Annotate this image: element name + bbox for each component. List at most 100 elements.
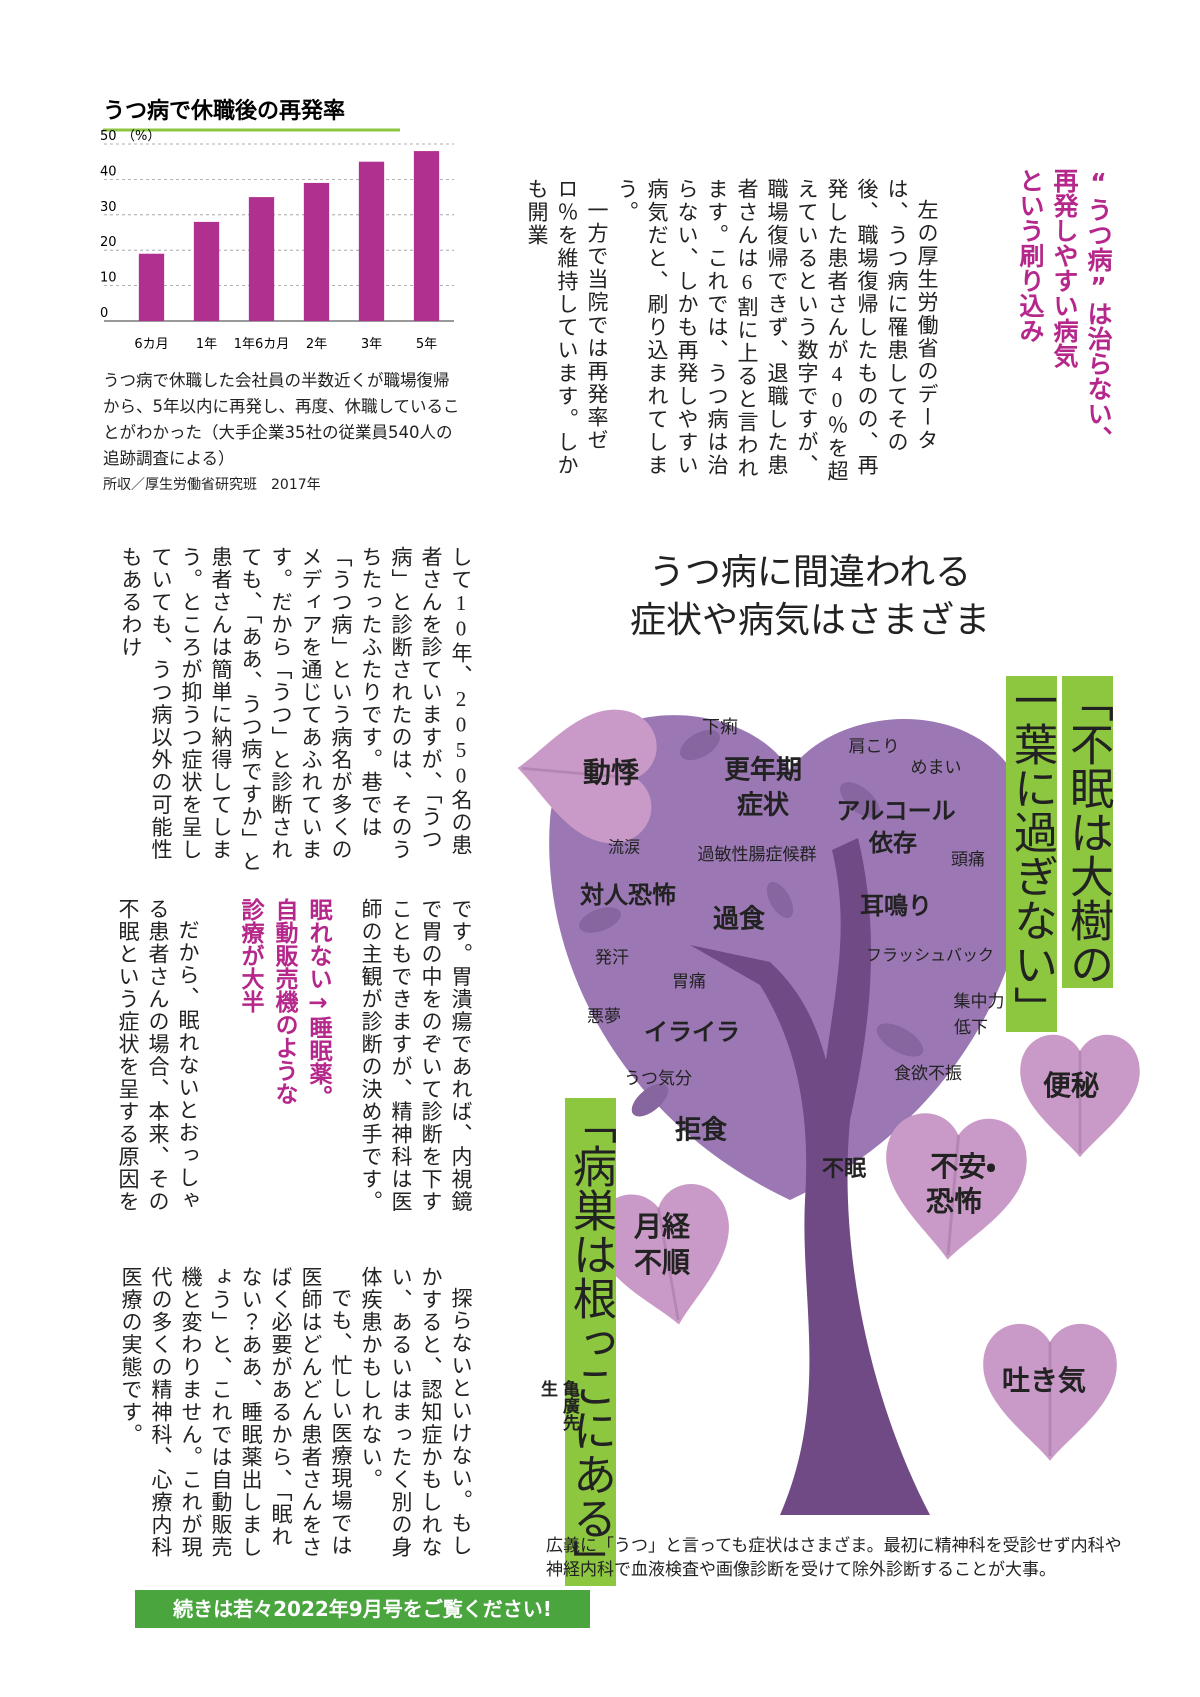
quote-text: 一葉に過ぎない」 bbox=[1006, 676, 1057, 1032]
footer-text: 続きは若々2022年9月号をご覧ください! bbox=[173, 1597, 552, 1621]
leaf-shape bbox=[886, 1113, 1027, 1260]
symptom-label: 不安・ bbox=[930, 1150, 996, 1183]
y-tick-label: 30 bbox=[100, 200, 117, 215]
leaf bbox=[983, 1323, 1117, 1461]
body-text: 探らないといけない。もしかすると、認知症かもしれない、あるいはまったく別の身体疾… bbox=[116, 1266, 476, 1560]
x-tick-label: 5年 bbox=[416, 337, 437, 352]
leaf-vein bbox=[656, 1207, 680, 1321]
quote-banner: 「不眠は大樹の 一葉に過ぎない」 bbox=[1003, 676, 1115, 1032]
y-tick-label: 10 bbox=[100, 271, 117, 286]
subheading: 眠れない→睡眠薬。 自動販売機のような 診療が大半 bbox=[233, 898, 335, 1108]
symptom-label: 集中力 bbox=[954, 992, 1005, 1012]
x-tick-label: 6カ月 bbox=[134, 337, 168, 352]
symptom-label: 過敏性腸症候群 bbox=[698, 845, 817, 865]
paragraph: 探らないといけない。もしかすると、認知症かもしれない、あるいはまったく別の身体疾… bbox=[359, 1266, 473, 1559]
doctor-name: 亀廣先生 bbox=[537, 1380, 579, 1431]
y-tick-label: 50 bbox=[100, 129, 117, 144]
leaf bbox=[886, 1113, 1027, 1260]
x-tick-label: 2年 bbox=[306, 337, 327, 352]
text-line: 一葉に過ぎない」 bbox=[1003, 676, 1059, 1032]
paragraph: 左の厚生労働省のデータは、うつ病に罹患してその後、職場復帰したものの、再発した患… bbox=[615, 178, 939, 483]
leaf-vein bbox=[946, 1135, 960, 1255]
symptom-label: めまい bbox=[911, 758, 962, 778]
bar bbox=[193, 221, 220, 321]
symptom-label: 頭痛 bbox=[951, 850, 985, 870]
illustration-caption: 広義に「うつ」と言っても症状はさまざま。最初に精神科を受診せず内科や神経内科で血… bbox=[546, 1536, 1122, 1579]
y-tick-label: 40 bbox=[100, 164, 117, 179]
text-line: 診療が大半 bbox=[237, 898, 263, 1013]
symptom-label: 月経 bbox=[633, 1210, 691, 1243]
text-line: という刷り込み bbox=[1016, 168, 1045, 343]
x-tick-label: 1年6カ月 bbox=[234, 337, 290, 352]
body-text: です。胃潰瘍であれば、内視鏡で胃の中をのぞいて診断を下すこともできますが、精神科… bbox=[356, 898, 476, 1220]
paragraph: です。胃潰瘍であれば、内視鏡で胃の中をのぞいて診断を下すこともできますが、精神科… bbox=[359, 898, 473, 1213]
symptom-label: 更年期 bbox=[724, 755, 802, 786]
text-line: 再発しやすい病気 bbox=[1050, 168, 1079, 368]
body-text: して10年、2050名の患者さんを診ていますが、「うつ病」と診断されたのは、その… bbox=[116, 546, 476, 876]
tree-trunk bbox=[690, 838, 930, 1515]
paragraph: して10年、2050名の患者さんを診ていますが、「うつ病」と診断されたのは、その… bbox=[119, 546, 473, 873]
text-line: “うつ病”は治らない、 bbox=[1084, 168, 1113, 451]
symptom-label: イライラ bbox=[644, 1018, 740, 1046]
symptom-label: 恐怖 bbox=[926, 1185, 982, 1218]
x-tick-label: 1年 bbox=[196, 337, 217, 352]
quote-text: 「病巣は根っこにある」 bbox=[565, 1098, 616, 1586]
symptom-label: 動悸 bbox=[583, 756, 640, 789]
symptom-label: 胃痛 bbox=[672, 972, 706, 992]
symptom-label: 不眠 bbox=[822, 1157, 867, 1182]
symptom-label: 症状 bbox=[737, 791, 790, 821]
symptom-label: 便秘 bbox=[1043, 1069, 1099, 1102]
quote-text: 「不眠は大樹の bbox=[1062, 676, 1113, 988]
bar bbox=[358, 161, 385, 321]
symptom-label: 拒食 bbox=[675, 1115, 727, 1146]
symptom-label: 耳鳴り bbox=[860, 892, 932, 920]
x-tick-label: 3年 bbox=[361, 337, 382, 352]
paragraph: だから、眠れないとおっしゃる患者さんの場合、本来、その不眠という症状を呈する原因… bbox=[116, 898, 200, 1213]
bar bbox=[413, 151, 440, 321]
symptom-label: フラッシュバック bbox=[866, 946, 994, 965]
symptom-label: 依存 bbox=[868, 829, 917, 857]
leaf-shape bbox=[517, 709, 657, 844]
chart-caption: うつ病で休職した会社員の半数近くが職場復帰から、5年以内に再発し、再度、休職して… bbox=[103, 371, 460, 468]
section-heading: “うつ病”は治らない、 再発しやすい病気 という刷り込み bbox=[1013, 168, 1115, 451]
chart-title: うつ病で休職後の再発率 bbox=[103, 98, 345, 124]
leaf bbox=[595, 1183, 729, 1325]
title-line: うつ病に間違われる bbox=[648, 552, 972, 592]
symptom-label: 流涙 bbox=[608, 838, 640, 857]
illustration-title: うつ病に間違われる 症状や病気はさまざま bbox=[560, 548, 1060, 644]
bar bbox=[138, 253, 165, 321]
symptom-label: 対人恐怖 bbox=[580, 881, 676, 909]
symptom-label: 過食 bbox=[713, 904, 765, 935]
symptom-label: 吐き気 bbox=[1002, 1364, 1086, 1397]
leaf-vein bbox=[522, 766, 636, 780]
chart-source: 所収／厚生労働省研究班 2017年 bbox=[103, 477, 321, 493]
symptom-label: 下痢 bbox=[702, 717, 738, 738]
footer-box bbox=[135, 1590, 590, 1628]
symptom-label: 食欲不振 bbox=[894, 1064, 962, 1084]
crown-leaves bbox=[578, 729, 924, 1117]
leaf bbox=[517, 709, 657, 844]
paragraph: でも、忙しい医療現場では医師はどんどん患者さんをさばく必要があるから、「眠れない… bbox=[119, 1266, 353, 1559]
symptom-label: 不順 bbox=[634, 1246, 690, 1279]
text-line: 眠れない→睡眠薬。 bbox=[305, 898, 331, 1108]
text-line: 自動販売機のような bbox=[271, 898, 297, 1105]
symptom-label: 肩こり bbox=[849, 737, 900, 757]
symptom-label: 発汗 bbox=[595, 948, 629, 968]
chart: うつ病で休職後の再発率 0 10 20 30 40 50 （%） 6カ月 1年 1年6カ月 2年 3年 5… bbox=[100, 98, 454, 352]
text-line: 「不眠は大樹の bbox=[1059, 676, 1115, 1032]
tree-crown bbox=[549, 715, 1031, 1200]
bar bbox=[303, 182, 330, 321]
body-text: 左の厚生労働省のデータは、うつ病に罹患してその後、職場復帰したものの、再発した患… bbox=[522, 178, 942, 494]
paragraph: 一方で当院では再発率ゼロ％を維持しています。しかも開業 bbox=[525, 178, 609, 477]
bar bbox=[248, 197, 275, 321]
quote-banner: 「病巣は根っこにある」 bbox=[562, 1098, 618, 1586]
y-tick-label: 20 bbox=[100, 235, 117, 250]
body-text: だから、眠れないとおっしゃる患者さんの場合、本来、その不眠という症状を呈する原因… bbox=[113, 898, 203, 1220]
symptom-label: 悪夢 bbox=[587, 1007, 621, 1027]
y-tick-label: 0 bbox=[100, 306, 108, 321]
symptom-label: うつ気分 bbox=[624, 1069, 692, 1089]
y-unit: （%） bbox=[122, 129, 160, 144]
